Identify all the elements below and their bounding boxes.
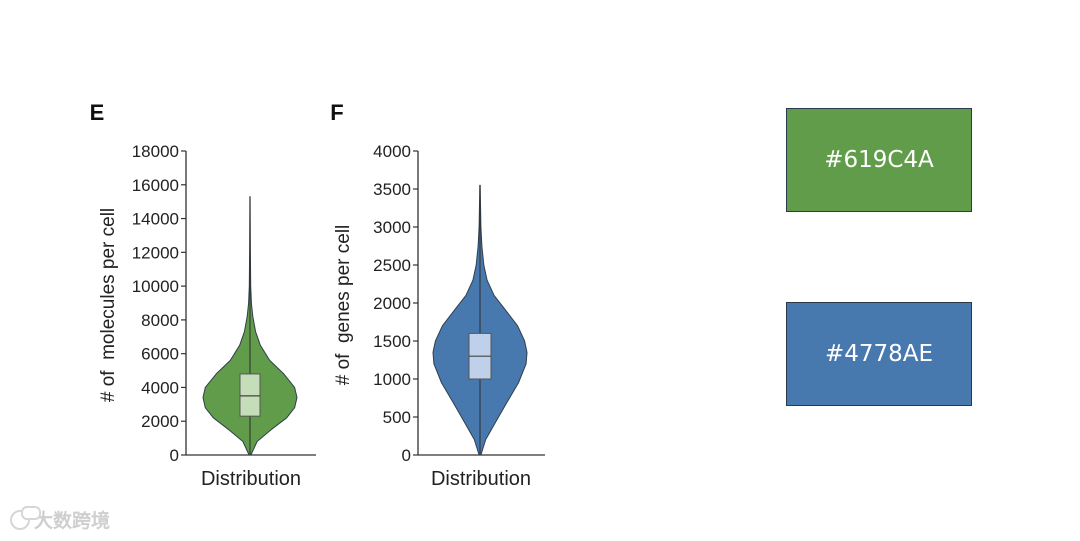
y-tick-label: 2000 bbox=[373, 294, 411, 313]
y-tick-label: 18000 bbox=[132, 142, 179, 161]
y-tick-label: 0 bbox=[170, 446, 179, 465]
y-tick-label: 3000 bbox=[373, 218, 411, 237]
panel-f-violin-chart: F 0 500 1000 1500 2000 2500 3000 3500 4000 # of ge… bbox=[330, 100, 545, 490]
y-tick-label: 1000 bbox=[373, 370, 411, 389]
color-swatch-blue: #4778AE bbox=[786, 302, 972, 406]
y-tick-label: 4000 bbox=[141, 378, 179, 397]
y-tick-label: 2500 bbox=[373, 256, 411, 275]
watermark-text: 大数跨境 bbox=[34, 510, 111, 532]
panel-label: F bbox=[330, 100, 343, 125]
y-tick-label: 10000 bbox=[132, 277, 179, 296]
x-axis-title: Distribution bbox=[201, 468, 301, 490]
y-tick-label: 16000 bbox=[132, 176, 179, 195]
watermark: 大数跨境 bbox=[10, 505, 111, 533]
violin-iqr-box bbox=[239, 373, 261, 417]
y-tick-label: 500 bbox=[383, 408, 411, 427]
y-axis-title: # of molecules per cell bbox=[98, 208, 119, 402]
y-tick-label: 8000 bbox=[141, 311, 179, 330]
color-swatch-green: #619C4A bbox=[786, 108, 972, 212]
watermark-logo-icon bbox=[10, 505, 41, 530]
y-tick-label: 1500 bbox=[373, 332, 411, 351]
y-tick-label: 12000 bbox=[132, 243, 179, 262]
panel-label: E bbox=[90, 100, 105, 125]
swatch-blue-label: #4778AE bbox=[824, 341, 934, 367]
y-tick-label: 3500 bbox=[373, 180, 411, 199]
y-tick-label: 6000 bbox=[141, 345, 179, 364]
y-tick-label: 2000 bbox=[141, 412, 179, 431]
panel-e-violin-chart: E 0 2000 4000 6000 8000 10000 12000 14000 16000 18… bbox=[90, 100, 316, 490]
y-tick-label: 14000 bbox=[132, 210, 179, 229]
y-axis-title: # of genes per cell bbox=[333, 225, 354, 386]
x-axis-title: Distribution bbox=[431, 468, 531, 490]
swatch-green-label: #619C4A bbox=[824, 147, 934, 173]
y-tick-label: 0 bbox=[402, 446, 411, 465]
y-tick-label: 4000 bbox=[373, 142, 411, 161]
